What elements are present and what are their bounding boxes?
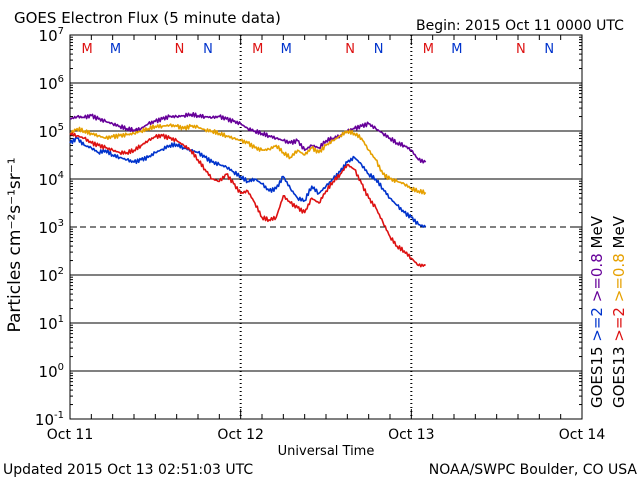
marker-label: M [252,42,263,57]
y-tick-exponent: 6 [58,74,64,85]
y-tick-exponent: -1 [54,410,64,421]
x-tick-labels: Oct 11 Oct 12 Oct 13 Oct 14 [47,427,606,443]
marker-label: N [175,42,185,57]
series-line [69,112,427,164]
y-tick-base: 10 [39,363,58,381]
tick-layer [69,34,583,420]
marker-label: N [374,42,384,57]
y-tick-label: 107 [39,26,64,45]
legend-part: >=0.8 [588,253,606,307]
series-line [69,136,427,228]
y-tick-label: 101 [39,314,64,333]
legend-entry: GOES15 >=2 >=0.8 MeV [588,215,606,408]
legend-part: >=0.8 [610,253,628,307]
marker-label: M [281,42,292,57]
y-tick-base: 10 [39,123,58,141]
y-tick-base: 10 [39,27,58,45]
series-line [69,123,427,195]
legend-part: >=2 [588,307,606,346]
grid-layer [70,82,582,372]
y-tick-base: 10 [39,315,58,333]
updated-timestamp: Updated 2015 Oct 13 02:51:03 UTC [3,462,253,478]
marker-label: M [451,42,462,57]
y-tick-label: 103 [39,218,64,237]
y-tick-label: 104 [39,170,64,189]
y-tick-base: 10 [39,75,58,93]
y-tick-base: 10 [39,267,58,285]
marker-label: M [110,42,121,57]
credit-text: NOAA/SWPC Boulder, CO USA [429,462,638,478]
day-separator-layer [239,35,413,419]
marker-label: M [81,42,92,57]
series-line [69,132,426,268]
marker-label: N [345,42,355,57]
y-tick-exponent: 0 [58,362,64,373]
chart-title: GOES Electron Flux (5 minute data) [14,9,281,27]
y-tick-exponent: 3 [58,218,64,229]
x-tick-label: Oct 13 [388,427,434,443]
y-tick-base: 10 [39,171,58,189]
y-tick-exponent: 2 [58,266,64,277]
y-tick-exponent: 4 [58,170,64,181]
y-tick-label: 10-1 [35,410,64,429]
marker-label: M [423,42,434,57]
y-tick-label: 106 [39,74,64,93]
legend-part: MeV [610,215,628,253]
x-tick-label: Oct 12 [217,427,263,443]
y-axis-title: Particles cm⁻²s⁻¹sr⁻¹ [5,157,25,332]
x-axis-title: Universal Time [278,444,375,459]
marker-label: N [544,42,554,57]
marker-label: N [203,42,213,57]
y-tick-label: 100 [39,362,64,381]
y-tick-exponent: 1 [58,314,64,325]
series-layer [69,112,427,268]
legend-entry: GOES13 >=2 >=0.8 MeV [610,215,628,408]
y-tick-label: 102 [39,266,64,285]
y-tick-base: 10 [35,411,54,429]
legend-part: MeV [588,215,606,253]
y-tick-exponent: 5 [58,122,64,133]
y-tick-exponent: 7 [58,26,64,37]
x-tick-label: Oct 14 [559,427,606,443]
y-tick-label: 105 [39,122,64,141]
legend-part: GOES15 [588,346,606,408]
x-tick-label: Oct 11 [47,427,93,443]
legend-part: GOES13 [610,346,628,408]
begin-timestamp: Begin: 2015 Oct 11 0000 UTC [416,18,624,34]
marker-label: N [516,42,526,57]
legend-part: >=2 [610,307,628,346]
y-tick-base: 10 [39,219,58,237]
